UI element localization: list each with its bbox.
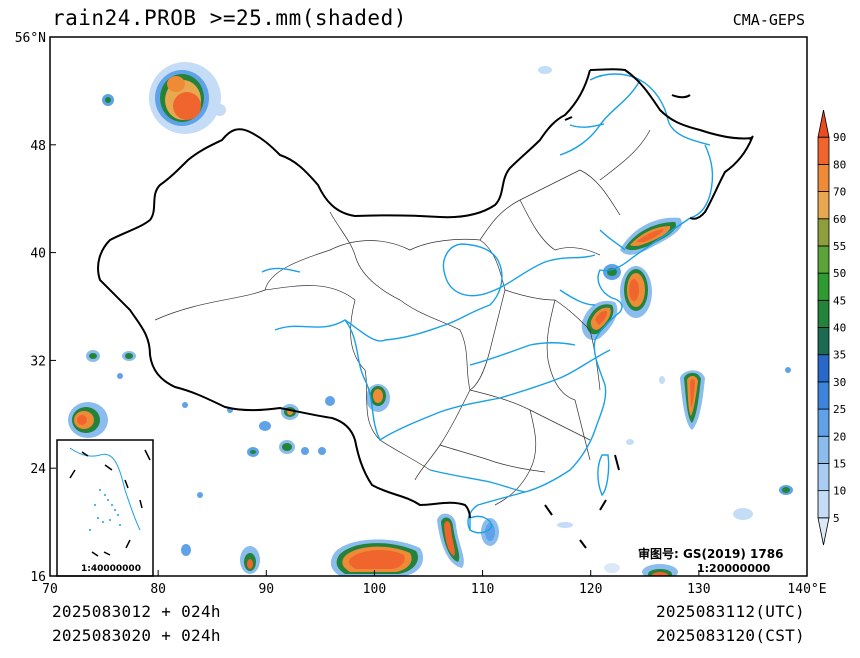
national-border bbox=[97, 68, 754, 519]
lon-tick-label: 120 bbox=[579, 582, 602, 597]
lat-tick-label: 24 bbox=[30, 462, 46, 477]
lon-tick-label: 80 bbox=[150, 582, 166, 597]
probability-shading bbox=[68, 62, 793, 576]
lat-tick-label: 16 bbox=[30, 570, 46, 585]
colorbar-label: 60 bbox=[833, 213, 846, 226]
shade-north-blob bbox=[149, 62, 221, 134]
province-boundaries bbox=[154, 129, 651, 506]
colorbar-label: 45 bbox=[833, 294, 846, 307]
colorbar-segment bbox=[817, 435, 830, 464]
shade-shandong bbox=[581, 300, 618, 341]
colorbar-segment bbox=[817, 381, 830, 410]
lon-tick-label: 70 bbox=[42, 582, 58, 597]
lat-tick-label: 40 bbox=[30, 247, 46, 262]
colorbar-segment bbox=[817, 191, 830, 220]
colorbar-segment bbox=[817, 408, 830, 437]
lat-tick-label: 32 bbox=[30, 354, 46, 369]
colorbar-segment bbox=[817, 327, 830, 356]
colorbar-label: 40 bbox=[833, 322, 846, 335]
colorbar-label: 80 bbox=[833, 158, 846, 171]
inset-map-scale: 1:40000000 bbox=[81, 564, 141, 574]
longitude-axis: 70 80 90 100 110 120 130 140°E bbox=[42, 570, 827, 597]
colorbar: 5 10 15 20 25 30 35 40 45 50 55 60 70 80 90 bbox=[817, 109, 846, 546]
rivers bbox=[261, 73, 714, 493]
init-time-cst: 2025083020 + 024h bbox=[52, 626, 221, 645]
colorbar-segment bbox=[817, 218, 830, 247]
colorbar-segment bbox=[817, 354, 830, 383]
lon-tick-label: 140°E bbox=[787, 582, 826, 597]
latitude-axis: 56°N 48 40 32 24 16 bbox=[15, 31, 56, 585]
model-source: CMA-GEPS bbox=[732, 11, 805, 29]
lon-tick-label: 130 bbox=[687, 582, 710, 597]
lat-tick-label: 56°N bbox=[15, 31, 46, 46]
colorbar-segment bbox=[817, 490, 830, 519]
shade-liaodong bbox=[620, 217, 682, 255]
colorbar-label: 10 bbox=[833, 485, 846, 498]
lon-tick-label: 110 bbox=[471, 582, 494, 597]
colorbar-label: 5 bbox=[833, 512, 840, 525]
colorbar-segment bbox=[817, 463, 830, 492]
map-title: rain24.PROB >=25.mm(shaded) bbox=[52, 6, 407, 30]
colorbar-label: 30 bbox=[833, 376, 846, 389]
nine-dash-line bbox=[544, 116, 754, 549]
valid-time-cst: 2025083120(CST) bbox=[656, 626, 805, 645]
colorbar-segment bbox=[817, 245, 830, 274]
colorbar-label: 20 bbox=[833, 430, 846, 443]
colorbar-label: 90 bbox=[833, 131, 846, 144]
colorbar-segment bbox=[817, 299, 830, 328]
valid-time-utc: 2025083112(UTC) bbox=[656, 602, 805, 621]
shade-korea bbox=[603, 264, 652, 318]
shade-japan bbox=[680, 370, 705, 430]
lat-tick-label: 48 bbox=[30, 139, 46, 154]
shade-south bbox=[181, 508, 753, 576]
colorbar-segment bbox=[817, 109, 830, 138]
coastline bbox=[467, 217, 691, 534]
colorbar-label: 25 bbox=[833, 403, 846, 416]
map-outlines bbox=[97, 68, 754, 549]
colorbar-label: 15 bbox=[833, 457, 846, 470]
colorbar-label: 70 bbox=[833, 186, 846, 199]
colorbar-label: 55 bbox=[833, 240, 846, 253]
map-approval-number: 审图号: GS(2019) 1786 bbox=[638, 547, 784, 561]
colorbar-segment bbox=[817, 136, 830, 165]
lon-tick-label: 90 bbox=[258, 582, 274, 597]
shade-southwest bbox=[68, 350, 791, 498]
colorbar-segment bbox=[817, 517, 830, 546]
map-frame bbox=[49, 36, 808, 577]
colorbar-label: 35 bbox=[833, 349, 846, 362]
colorbar-segment bbox=[817, 272, 830, 301]
init-time-utc: 2025083012 + 024h bbox=[52, 602, 221, 621]
main-map-scale: 1:20000000 bbox=[697, 562, 771, 575]
inset-map bbox=[56, 439, 154, 577]
colorbar-label: 50 bbox=[833, 267, 846, 280]
colorbar-segment bbox=[817, 163, 830, 192]
lon-tick-label: 100 bbox=[363, 582, 386, 597]
